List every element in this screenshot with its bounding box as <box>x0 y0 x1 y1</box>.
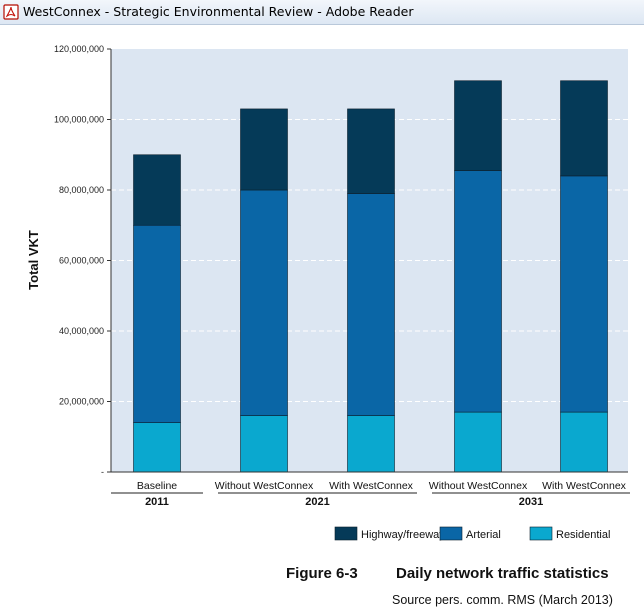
x-category-label: Without WestConnex <box>429 480 528 492</box>
legend-label: Residential <box>556 529 610 541</box>
bar-segment <box>133 224 181 423</box>
bar-segment <box>454 170 502 413</box>
adobe-reader-pdf-icon <box>3 4 19 20</box>
bar-segment <box>347 415 395 473</box>
bar-segment <box>133 154 181 226</box>
window-title: WestConnex - Strategic Environmental Rev… <box>23 4 414 19</box>
bar-segment <box>560 175 608 413</box>
y-axis-label: Total VKT <box>26 230 41 290</box>
bar-segment <box>560 80 608 177</box>
bar-segment <box>347 108 395 194</box>
legend-swatch <box>529 526 553 541</box>
bar-segment <box>240 189 288 416</box>
x-category-label: With WestConnex <box>329 480 414 492</box>
bar-segment <box>240 415 288 473</box>
x-group-label: 2011 <box>145 496 169 508</box>
x-category-label: With WestConnex <box>542 480 627 492</box>
y-tick-label: 80,000,000 <box>59 185 104 195</box>
bar-segment <box>454 411 502 473</box>
legend-label: Arterial <box>466 529 501 541</box>
x-group-label: 2021 <box>305 496 329 508</box>
figure-number: Figure 6-3 <box>286 565 358 582</box>
legend-label: Highway/freeway <box>361 529 445 541</box>
bar-segment <box>347 193 395 416</box>
y-tick-label: - <box>101 467 104 477</box>
bar-segment <box>240 108 288 191</box>
bars <box>133 80 608 473</box>
window-title-bar: WestConnex - Strategic Environmental Rev… <box>0 0 644 25</box>
x-group-label: 2031 <box>519 496 543 508</box>
y-tick-label: 40,000,000 <box>59 326 104 336</box>
y-tick-label: 20,000,000 <box>59 397 104 407</box>
x-axis-labels: Baseline Without WestConnex With WestConne… <box>111 480 630 508</box>
figure-title: Daily network traffic statistics <box>396 565 609 582</box>
figure-source: Source pers. comm. RMS (March 2013) <box>392 593 613 607</box>
y-tick-label: 120,000,000 <box>54 44 104 54</box>
stacked-bar-chart: - 20,000,000 40,000,000 60,000,000 80,000,00… <box>26 44 630 541</box>
y-tick-label: 100,000,000 <box>54 115 104 125</box>
legend: Highway/freeway Arterial Residential <box>334 526 610 541</box>
bar-segment <box>454 80 502 171</box>
bar-segment <box>560 411 608 473</box>
y-tick-label: 60,000,000 <box>59 256 104 266</box>
bar-segment <box>133 422 181 473</box>
x-category-label: Baseline <box>137 480 177 492</box>
x-category-label: Without WestConnex <box>215 480 314 492</box>
legend-swatch <box>439 526 463 541</box>
y-axis-ticks: - 20,000,000 40,000,000 60,000,000 80,000,00… <box>54 44 111 477</box>
legend-swatch <box>334 526 358 541</box>
